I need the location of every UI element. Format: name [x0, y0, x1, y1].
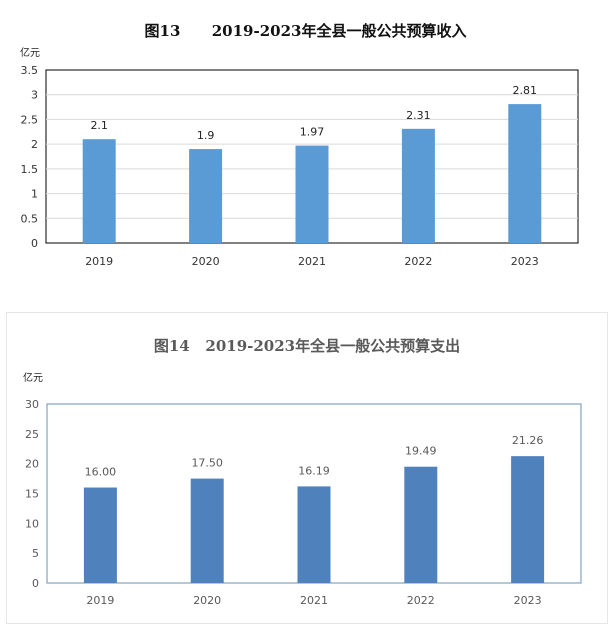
y-axis-unit-label: 亿元 [23, 373, 43, 384]
data-label-2019: 2.1 [90, 119, 108, 132]
data-label-2021: 16.19 [298, 464, 330, 477]
bar-2020 [189, 149, 223, 243]
bar-2021 [297, 486, 331, 583]
y-tick-label: 0 [32, 577, 39, 590]
bar-2022 [401, 128, 435, 243]
bar-2019 [83, 487, 117, 583]
y-tick-label: 1.5 [21, 163, 39, 176]
x-tick-label-2020: 2020 [192, 255, 220, 268]
bar-2023 [511, 456, 545, 583]
y-tick-label: 5 [32, 547, 39, 560]
data-label-2020: 17.50 [191, 457, 223, 470]
data-label-2023: 21.26 [512, 434, 544, 447]
chart-title: 图14 2019-2023年全县一般公共预算支出 [153, 337, 461, 355]
x-tick-label-2023: 2023 [511, 255, 539, 268]
x-tick-label-2022: 2022 [404, 255, 432, 268]
x-tick-label-2021: 2021 [298, 255, 326, 268]
x-tick-label-2019: 2019 [85, 255, 113, 268]
x-tick-label-2023: 2023 [514, 594, 542, 607]
y-tick-label: 3 [31, 89, 38, 102]
y-tick-label: 30 [25, 398, 39, 411]
data-label-2020: 1.9 [197, 129, 215, 142]
data-label-2022: 19.49 [405, 445, 437, 458]
data-label-2021: 1.97 [300, 126, 325, 139]
y-axis-unit-label: 亿元 [20, 48, 40, 59]
y-tick-label: 0.5 [21, 212, 39, 225]
chart-revenue-plot: 0 0.5 1 1.5 2 2.5 3 3.5 2.1 2019 1.9 2020 1.97 2021 2.… [21, 64, 579, 268]
y-tick-label: 25 [25, 428, 39, 441]
data-label-2022: 2.31 [406, 109, 431, 122]
x-tick-label-2022: 2022 [407, 594, 435, 607]
chart-expenditure: 图14 2019-2023年全县一般公共预算支出 亿元 0 5 10 15 20 25 30… [6, 312, 608, 624]
y-tick-label: 10 [25, 517, 39, 530]
y-tick-label: 2 [31, 138, 38, 151]
data-label-2023: 2.81 [513, 84, 538, 97]
x-tick-label-2021: 2021 [300, 594, 328, 607]
bar-2022 [404, 466, 438, 583]
y-tick-label: 1 [31, 188, 38, 201]
y-tick-label: 0 [31, 237, 38, 250]
x-tick-label-2019: 2019 [86, 594, 114, 607]
y-tick-label: 20 [25, 458, 39, 471]
x-tick-label-2020: 2020 [193, 594, 221, 607]
chart-revenue: 图13 2019-2023年全县一般公共预算收入 亿元 0 0.5 1 1.5 2 2.5… [0, 0, 611, 300]
chart-title: 图13 2019-2023年全县一般公共预算收入 [144, 22, 467, 40]
data-label-2019: 16.00 [85, 466, 117, 479]
y-tick-label: 3.5 [21, 64, 39, 77]
y-tick-label: 15 [25, 488, 39, 501]
bar-2019 [82, 139, 116, 243]
bar-2020 [190, 478, 224, 583]
bar-2023 [508, 104, 542, 243]
chart-expenditure-plot: 0 5 10 15 20 25 30 16.00 2019 17.50 2020 16.19 2021 1… [25, 398, 582, 607]
bar-2021 [295, 145, 329, 243]
y-tick-label: 2.5 [21, 113, 39, 126]
